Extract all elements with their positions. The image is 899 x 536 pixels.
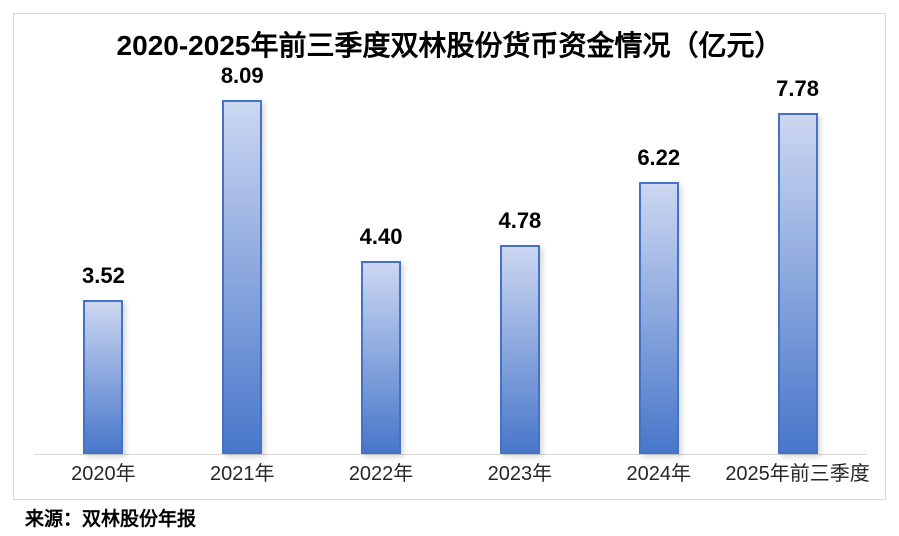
x-axis-category-label: 2022年 [348,463,414,485]
x-axis-line [34,454,867,455]
bar-value-label: 4.40 [359,224,403,249]
bar [83,300,124,454]
x-axis-category-label: 2021年 [209,463,275,485]
chart-frame: 2020-2025年前三季度双林股份货币资金情况（亿元） 3.52 2020年 8.… [13,13,886,500]
x-axis-category-label: 2024年 [626,463,691,485]
source-note: 来源：双林股份年报 [25,509,197,530]
plot-area: 3.52 2020年 8.09 2021年 4.40 2022年 4.78 2023年 6.22… [14,14,885,499]
bar [222,100,263,454]
bar-value-label: 7.78 [776,76,819,101]
bar [499,245,540,454]
x-axis-category-label: 2025年前三季度 [725,463,870,485]
chart-title: 2020-2025年前三季度双林股份货币资金情况（亿元） [116,30,783,61]
bar [361,261,402,454]
x-axis-category-label: 2020年 [71,463,136,485]
bar-value-label: 3.52 [81,263,125,288]
bar [638,182,679,454]
x-axis-category-label: 2023年 [487,463,553,485]
bar [777,113,818,454]
bar-value-label: 6.22 [637,145,681,170]
bar-value-label: 4.78 [498,208,542,233]
bar-value-label: 8.09 [220,63,264,88]
